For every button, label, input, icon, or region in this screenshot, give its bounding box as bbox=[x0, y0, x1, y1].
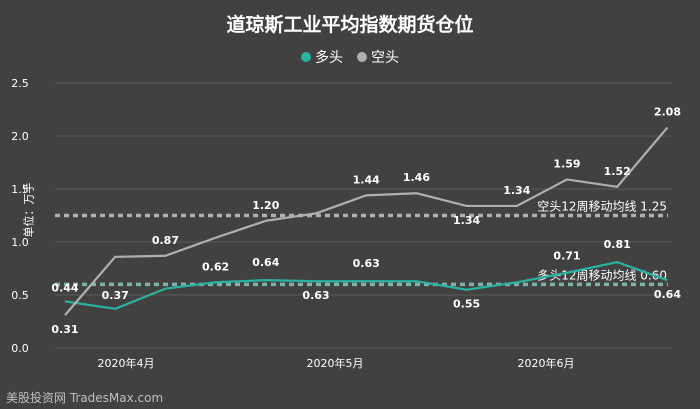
chart-title: 道琼斯工业平均指数期货仓位 bbox=[226, 14, 474, 36]
y-tick-label-3: 1.5 bbox=[11, 183, 29, 196]
reference-line-label-0: 空头12周移动均线 1.25 bbox=[537, 200, 667, 214]
y-tick-label-0: 0.0 bbox=[11, 342, 29, 355]
data-label-0-11: 0.81 bbox=[604, 238, 631, 251]
data-label-0-0: 0.44 bbox=[51, 281, 78, 294]
data-label-0-12: 0.64 bbox=[654, 288, 681, 301]
data-label-1-9: 1.34 bbox=[503, 184, 530, 197]
data-label-1-2: 0.87 bbox=[152, 234, 179, 247]
data-label-0-8: 0.55 bbox=[453, 298, 480, 311]
legend-item-short[interactable]: 空头 bbox=[357, 47, 399, 67]
legend-label-short: 空头 bbox=[371, 50, 399, 66]
y-tick-label-1: 0.5 bbox=[11, 289, 29, 302]
data-label-0-3: 0.62 bbox=[202, 260, 229, 273]
y-tick-label-5: 2.5 bbox=[11, 77, 29, 90]
data-label-1-10: 1.59 bbox=[553, 157, 580, 170]
series-line-1 bbox=[64, 126, 669, 316]
data-label-1-7: 1.46 bbox=[403, 171, 430, 184]
data-label-1-12: 2.08 bbox=[654, 106, 681, 119]
series-line-0 bbox=[64, 260, 668, 310]
legend-label-long: 多头 bbox=[315, 50, 343, 66]
data-label-1-0: 0.31 bbox=[51, 323, 78, 336]
legend-dot-long bbox=[301, 52, 311, 62]
x-tick-label-0: 2020年4月 bbox=[98, 356, 155, 370]
data-label-0-6: 0.63 bbox=[353, 257, 380, 270]
data-label-1-11: 1.52 bbox=[604, 165, 631, 178]
y-tick-label-2: 1.0 bbox=[11, 236, 29, 249]
data-label-1-8: 1.34 bbox=[453, 214, 480, 227]
x-tick-label-2: 2020年6月 bbox=[518, 356, 575, 370]
y-tick-label-4: 2.0 bbox=[11, 130, 29, 143]
data-label-1-6: 1.44 bbox=[353, 173, 380, 186]
legend-item-long[interactable]: 多头 bbox=[301, 47, 343, 67]
data-label-0-5: 0.63 bbox=[302, 289, 329, 302]
data-label-0-1: 0.37 bbox=[102, 289, 129, 302]
data-label-0-4: 0.64 bbox=[252, 256, 279, 269]
data-label-1-4: 1.20 bbox=[252, 199, 279, 212]
watermark: 美股投资网 TradesMax.com bbox=[6, 391, 164, 405]
x-tick-label-1: 2020年5月 bbox=[307, 356, 364, 370]
legend-dot-short bbox=[357, 52, 367, 62]
legend: 多头 空头 bbox=[0, 47, 700, 67]
data-label-0-10: 0.71 bbox=[553, 250, 580, 263]
